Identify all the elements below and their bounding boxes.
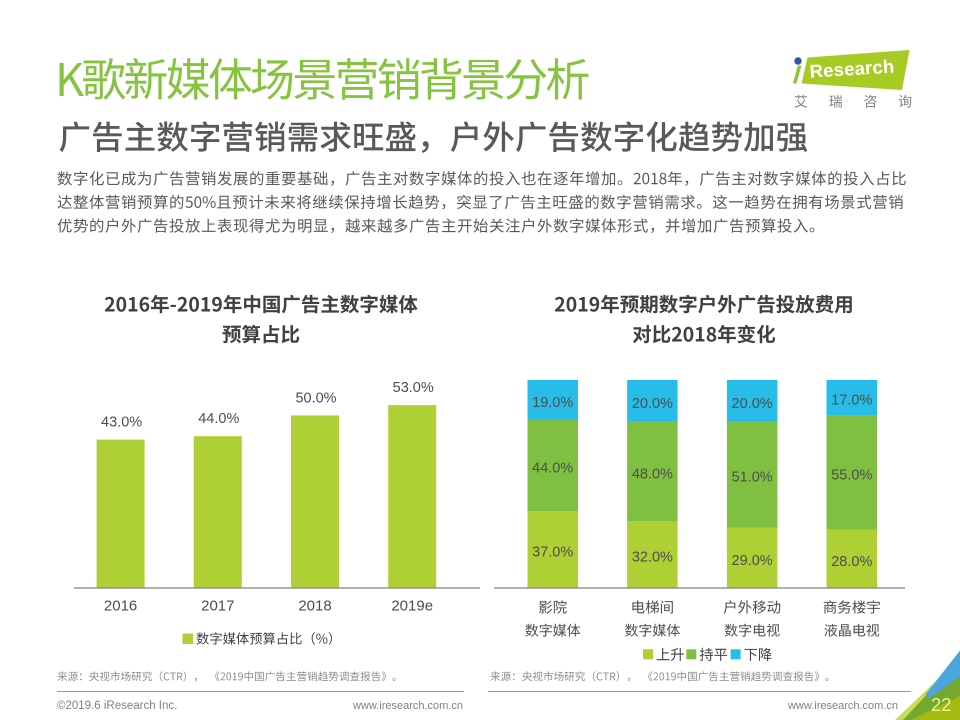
svg-text:2019e: 2019e: [391, 598, 433, 615]
svg-text:51.0%: 51.0%: [732, 470, 773, 486]
svg-text:20.0%: 20.0%: [732, 396, 773, 412]
svg-text:37.0%: 37.0%: [532, 545, 573, 561]
svg-text:55.0%: 55.0%: [831, 468, 872, 484]
svg-text:www.iresearch.com.cn: www.iresearch.com.cn: [787, 700, 898, 712]
svg-text:20.0%: 20.0%: [632, 396, 673, 412]
svg-text:44.0%: 44.0%: [198, 411, 239, 427]
svg-text:2016: 2016: [104, 598, 137, 615]
svg-text:53.0%: 53.0%: [393, 380, 434, 396]
svg-text:www.iresearch.com.cn: www.iresearch.com.cn: [352, 700, 463, 712]
svg-text:19.0%: 19.0%: [532, 395, 573, 411]
svg-text:43.0%: 43.0%: [101, 415, 142, 431]
svg-text:29.0%: 29.0%: [732, 553, 773, 569]
svg-text:48.0%: 48.0%: [632, 467, 673, 483]
svg-text:©2019.6 iResearch Inc.: ©2019.6 iResearch Inc.: [57, 700, 177, 712]
svg-text:50.0%: 50.0%: [295, 390, 336, 406]
svg-text:2017: 2017: [201, 598, 234, 615]
svg-text:28.0%: 28.0%: [831, 554, 872, 570]
svg-text:32.0%: 32.0%: [632, 550, 673, 566]
svg-text:22: 22: [931, 694, 952, 715]
svg-text:44.0%: 44.0%: [532, 460, 573, 476]
svg-text:17.0%: 17.0%: [831, 393, 872, 409]
svg-text:2018: 2018: [298, 598, 331, 615]
